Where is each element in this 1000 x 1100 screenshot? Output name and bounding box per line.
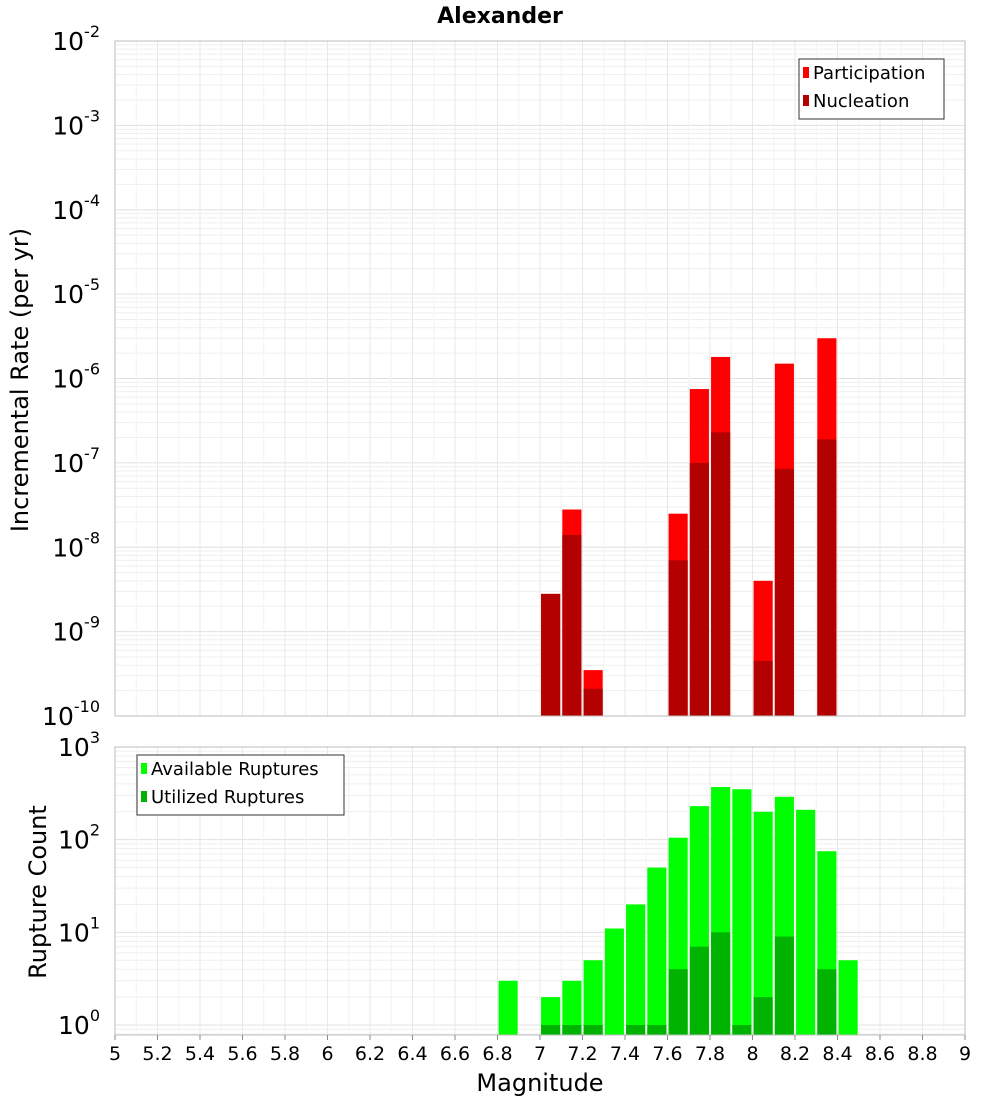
x-tick-label: 7.4 — [610, 1043, 640, 1065]
count-bar-available-ruptures — [732, 789, 752, 1035]
count-bar-utilized-ruptures — [626, 1025, 646, 1035]
count-bar-available-ruptures — [796, 809, 816, 1035]
count-legend-box — [136, 754, 345, 816]
count-bar-available-ruptures — [647, 867, 667, 1035]
count-legend-swatch — [141, 791, 147, 802]
x-tick-label: 5 — [109, 1043, 121, 1065]
count-plot-y-axis-label: Rupture Count — [24, 805, 52, 979]
x-tick-label: 5.2 — [142, 1043, 172, 1065]
count-y-tick-label: 103 — [58, 728, 100, 762]
rate-bar-nucleation — [817, 439, 837, 716]
x-axis-label: Magnitude — [476, 1069, 603, 1097]
count-bar-utilized-ruptures — [817, 969, 837, 1035]
rate-y-tick-label: 10-2 — [52, 22, 100, 56]
x-tick-label: 8.2 — [780, 1043, 810, 1065]
x-tick-label: 5.4 — [185, 1043, 215, 1065]
rate-bar-nucleation — [689, 462, 709, 716]
rate-y-tick-label: 10-10 — [42, 697, 100, 731]
count-bar-utilized-ruptures — [647, 1025, 667, 1035]
count-bar-utilized-ruptures — [541, 1025, 561, 1035]
count-bar-available-ruptures — [604, 928, 624, 1035]
rate-plot-bars — [541, 338, 837, 716]
count-bar-utilized-ruptures — [562, 1025, 582, 1035]
count-y-tick-label: 101 — [58, 913, 100, 947]
rate-bar-nucleation — [562, 534, 582, 716]
rate-legend-swatch — [803, 95, 809, 106]
count-bar-utilized-ruptures — [774, 936, 794, 1035]
rate-plot-y-ticks: 10-2 10-3 10-4 10-5 10-6 10-7 10-8 10-9 10-10 — [42, 22, 100, 731]
rate-legend-box — [798, 58, 945, 120]
rate-y-tick-label: 10-4 — [52, 191, 100, 225]
x-tick-label: 8 — [746, 1043, 758, 1065]
rate-legend-label: Participation — [813, 63, 925, 84]
count-y-tick-label: 100 — [58, 1006, 100, 1040]
x-tick-label: 6.8 — [482, 1043, 512, 1065]
rate-plot-y-axis-label: Incremental Rate (per yr) — [6, 228, 34, 532]
count-bar-available-ruptures — [626, 904, 646, 1035]
rate-legend-label: Nucleation — [813, 91, 909, 112]
x-tick-label: 8.4 — [822, 1043, 852, 1065]
count-legend-label: Available Ruptures — [151, 759, 319, 780]
count-bar-available-ruptures — [753, 811, 773, 1035]
x-tick-label: 7.6 — [652, 1043, 682, 1065]
count-bar-utilized-ruptures — [583, 1025, 603, 1035]
count-legend-swatch — [141, 763, 147, 774]
count-y-tick-label: 102 — [58, 821, 100, 855]
x-tick-label: 6.2 — [355, 1043, 385, 1065]
count-bar-utilized-ruptures — [689, 946, 709, 1035]
rate-plot-grid — [114, 40, 966, 717]
count-bar-utilized-ruptures — [668, 969, 688, 1035]
x-tick-label: 7.2 — [567, 1043, 597, 1065]
rate-plot-frame — [114, 40, 966, 717]
x-tick-label: 6 — [321, 1043, 333, 1065]
count-bar-available-ruptures — [498, 980, 518, 1035]
count-plot-legend: Available Ruptures Utilized Ruptures — [136, 754, 345, 816]
rate-plot: 10-2 10-3 10-4 10-5 10-6 10-7 10-8 10-9 10-10 In… — [6, 22, 966, 731]
x-tick-label: 5.6 — [227, 1043, 257, 1065]
count-legend-label: Utilized Ruptures — [151, 787, 304, 808]
rate-y-tick-label: 10-8 — [52, 528, 100, 562]
rate-bar-nucleation — [583, 688, 603, 716]
rate-y-tick-label: 10-9 — [52, 613, 100, 647]
x-tick-label: 6.4 — [397, 1043, 427, 1065]
count-plot-bars — [498, 787, 858, 1035]
rate-plot-legend: Participation Nucleation — [798, 58, 945, 120]
rate-bar-nucleation — [668, 560, 688, 716]
count-plot-x-ticks: 5 5.2 5.4 5.6 5.8 6 6.2 6.4 6.6 6.8 7 7.2 7.4 7.6 7.8 8… — [109, 1035, 971, 1065]
x-tick-label: 7.8 — [695, 1043, 725, 1065]
count-bar-utilized-ruptures — [732, 1025, 752, 1035]
rate-bar-nucleation — [753, 660, 773, 716]
count-bar-utilized-ruptures — [753, 997, 773, 1035]
x-tick-label: 6.6 — [440, 1043, 470, 1065]
x-tick-label: 5.8 — [270, 1043, 300, 1065]
chart-title: Alexander — [437, 4, 563, 29]
count-bar-utilized-ruptures — [711, 932, 731, 1035]
rate-bar-nucleation — [774, 468, 794, 716]
count-plot: 103 102 101 100 5 5.2 5.4 5.6 5.8 6 6.2 6.4 6.6 6.8 7… — [24, 728, 971, 1097]
x-tick-label: 7 — [534, 1043, 546, 1065]
rate-legend-swatch — [803, 67, 809, 78]
rate-y-tick-label: 10-7 — [52, 444, 100, 478]
rate-y-tick-label: 10-6 — [52, 360, 100, 394]
x-tick-label: 9 — [959, 1043, 971, 1065]
count-bar-available-ruptures — [562, 980, 582, 1035]
count-bar-available-ruptures — [583, 960, 603, 1035]
x-tick-label: 8.6 — [865, 1043, 895, 1065]
rate-bar-nucleation — [711, 432, 731, 716]
rate-y-tick-label: 10-3 — [52, 106, 100, 140]
count-bar-available-ruptures — [838, 960, 858, 1035]
rate-bar-nucleation — [541, 593, 561, 716]
x-tick-label: 8.8 — [907, 1043, 937, 1065]
rate-y-tick-label: 10-5 — [52, 275, 100, 309]
count-plot-y-ticks: 103 102 101 100 — [58, 728, 100, 1040]
